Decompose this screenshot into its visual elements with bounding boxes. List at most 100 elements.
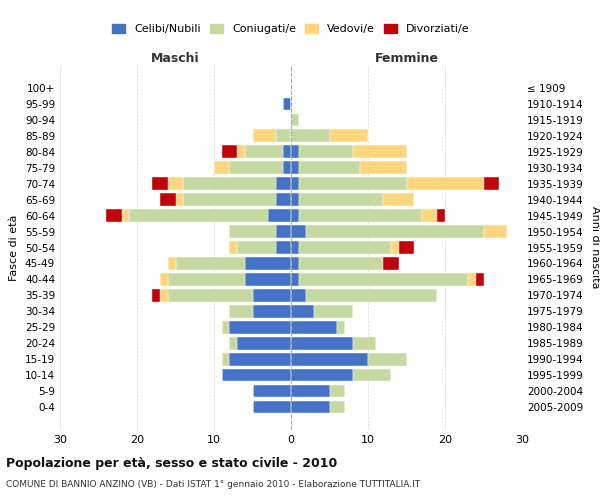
Bar [214,162,229,174]
Y-axis label: Anni di nascita: Anni di nascita [590,206,600,289]
Bar [307,226,484,238]
Legend: Celibi/Nubili, Coniugati/e, Vedovi/e, Divorziati/e: Celibi/Nubili, Coniugati/e, Vedovi/e, Di… [108,20,474,39]
Bar [245,146,283,158]
Bar [275,242,291,254]
Text: Popolazione per età, sesso e stato civile - 2010: Popolazione per età, sesso e stato civil… [6,458,337,470]
Bar [245,273,291,285]
Bar [183,194,275,206]
Bar [299,273,468,285]
Bar [237,146,245,158]
Bar [275,178,291,190]
Bar [353,369,391,382]
Bar [275,226,291,238]
Bar [275,194,291,206]
Bar [291,226,307,238]
Bar [253,385,291,398]
Bar [360,162,407,174]
Bar [229,337,237,349]
Bar [329,385,345,398]
Bar [383,194,414,206]
Bar [283,98,291,110]
Bar [314,305,353,318]
Bar [122,210,130,222]
Bar [391,242,399,254]
Bar [299,178,407,190]
Bar [291,178,299,190]
Bar [152,178,168,190]
Bar [253,289,291,302]
Bar [299,162,360,174]
Bar [253,305,291,318]
Bar [237,242,275,254]
Bar [291,210,299,222]
Bar [291,194,299,206]
Bar [275,130,291,142]
Bar [299,146,353,158]
Text: Maschi: Maschi [151,52,200,66]
Y-axis label: Fasce di età: Fasce di età [10,214,19,280]
Bar [160,289,168,302]
Bar [407,178,484,190]
Bar [291,289,307,302]
Bar [291,337,353,349]
Bar [299,194,383,206]
Bar [168,178,183,190]
Bar [106,210,122,222]
Bar [422,210,437,222]
Bar [229,305,253,318]
Bar [329,130,368,142]
Bar [299,257,383,270]
Bar [245,257,291,270]
Bar [399,242,414,254]
Bar [283,162,291,174]
Bar [307,289,437,302]
Bar [253,130,275,142]
Bar [222,146,237,158]
Bar [353,337,376,349]
Bar [152,289,160,302]
Bar [176,194,183,206]
Bar [291,114,299,126]
Bar [130,210,268,222]
Bar [283,146,291,158]
Bar [437,210,445,222]
Bar [160,194,176,206]
Bar [229,242,237,254]
Bar [329,401,345,413]
Bar [222,321,229,334]
Bar [299,242,391,254]
Text: Femmine: Femmine [374,52,439,66]
Bar [291,273,299,285]
Bar [237,337,291,349]
Bar [291,146,299,158]
Bar [368,353,407,366]
Bar [176,257,245,270]
Bar [291,353,368,366]
Bar [299,210,422,222]
Bar [484,226,506,238]
Bar [484,178,499,190]
Bar [291,369,353,382]
Bar [222,369,291,382]
Bar [291,401,329,413]
Bar [291,162,299,174]
Bar [168,273,245,285]
Bar [291,242,299,254]
Bar [291,257,299,270]
Bar [291,321,337,334]
Bar [229,321,291,334]
Bar [253,401,291,413]
Bar [476,273,484,285]
Bar [168,257,176,270]
Bar [160,273,168,285]
Bar [268,210,291,222]
Bar [168,289,253,302]
Text: COMUNE DI BANNIO ANZINO (VB) - Dati ISTAT 1° gennaio 2010 - Elaborazione TUTTITA: COMUNE DI BANNIO ANZINO (VB) - Dati ISTA… [6,480,420,489]
Bar [291,385,329,398]
Bar [229,226,275,238]
Bar [468,273,476,285]
Bar [229,162,283,174]
Bar [183,178,275,190]
Bar [353,146,407,158]
Bar [291,130,329,142]
